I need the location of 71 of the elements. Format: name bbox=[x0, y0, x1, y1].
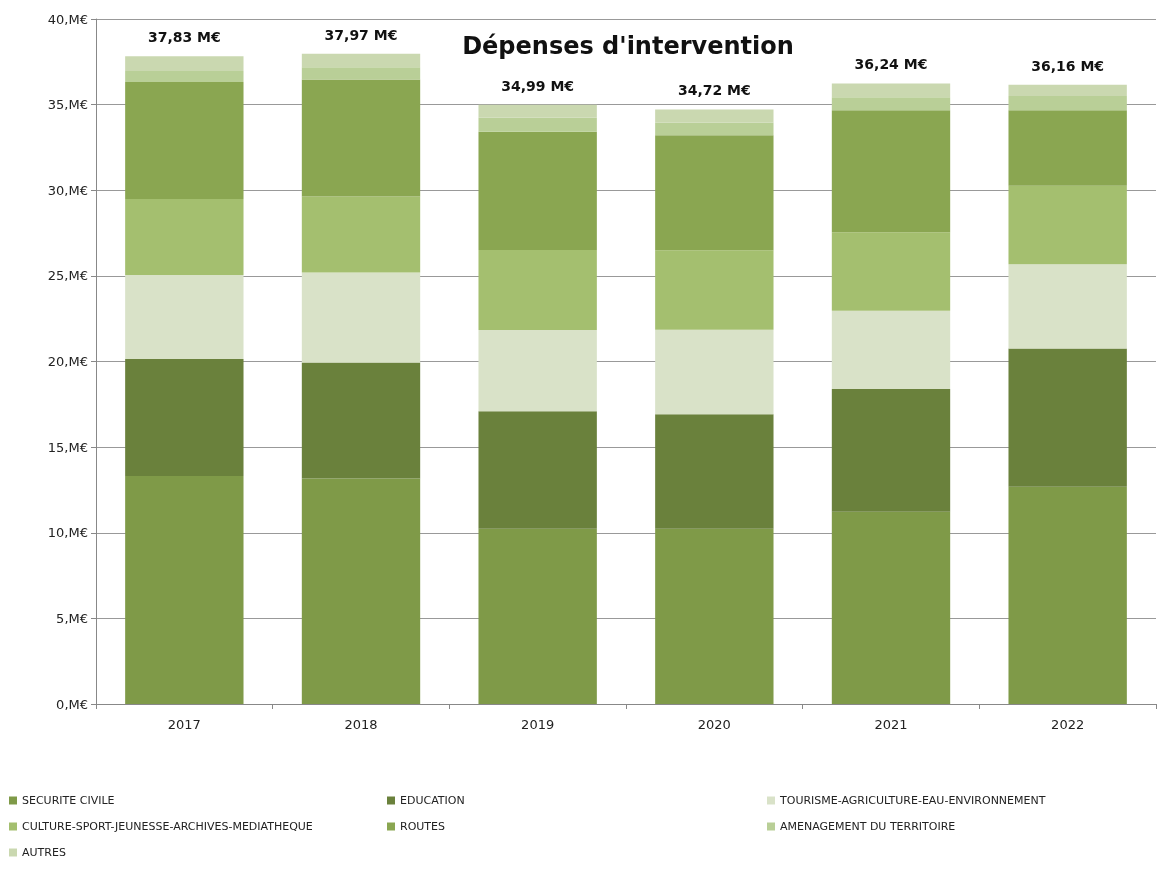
bar bbox=[1008, 185, 1127, 265]
bar bbox=[831, 511, 951, 704]
bar bbox=[655, 135, 774, 251]
bar bbox=[831, 110, 951, 233]
bar bbox=[301, 67, 421, 80]
bar bbox=[478, 117, 597, 132]
y-tick-label: 20,M€ bbox=[47, 354, 88, 369]
y-tick-label: 15,M€ bbox=[47, 439, 88, 455]
y-tick-label: 30,M€ bbox=[47, 182, 88, 198]
x-tick-label: 2020 bbox=[697, 717, 731, 732]
x-tick-label: 2019 bbox=[521, 717, 555, 732]
bar bbox=[125, 275, 244, 359]
bar bbox=[301, 272, 421, 363]
total-label: 36,16 M€ bbox=[1031, 57, 1105, 74]
bar bbox=[655, 329, 774, 415]
legend-label: ROUTES bbox=[400, 820, 446, 833]
bar bbox=[1008, 264, 1127, 349]
y-tick-label: 25,M€ bbox=[47, 268, 88, 284]
legend-label: TOURISME-AGRICULTURE-EAU-ENVIRONNEMENT bbox=[779, 794, 1046, 807]
bar bbox=[1008, 348, 1127, 487]
y-tick-label: 35,M€ bbox=[47, 97, 88, 113]
legend-label: SECURITE CIVILE bbox=[22, 794, 115, 807]
total-label: 37,97 M€ bbox=[324, 26, 398, 43]
bar bbox=[478, 528, 597, 704]
legend-label: AMENAGEMENT DU TERRITOIRE bbox=[780, 820, 956, 833]
bar bbox=[301, 196, 421, 273]
bar bbox=[125, 71, 244, 83]
bar bbox=[655, 250, 774, 330]
bar bbox=[831, 389, 951, 512]
bar bbox=[655, 122, 774, 136]
y-tick-label: 10,M€ bbox=[47, 525, 88, 541]
bar bbox=[831, 97, 951, 111]
bar bbox=[478, 411, 597, 529]
bar bbox=[125, 82, 244, 199]
y-tick-label: 5,M€ bbox=[56, 610, 88, 626]
legend-label: AUTRES bbox=[22, 846, 66, 859]
bar bbox=[125, 56, 244, 72]
y-tick-label: 40,M€ bbox=[47, 11, 88, 27]
total-label: 34,99 M€ bbox=[501, 77, 575, 94]
bar bbox=[301, 53, 421, 68]
bar bbox=[1008, 110, 1127, 186]
legend-label: CULTURE-SPORT-JEUNESSE-ARCHIVES-MEDIATHEQUE bbox=[22, 820, 313, 833]
text: Dépenses d'intervention bbox=[462, 32, 794, 60]
bar bbox=[655, 414, 774, 529]
total-label: 37,83 M€ bbox=[147, 29, 221, 46]
bar bbox=[655, 109, 774, 123]
y-tick-label: 0,M€ bbox=[56, 696, 88, 712]
bar bbox=[655, 528, 774, 704]
bar bbox=[1008, 486, 1127, 704]
x-tick-label: 2022 bbox=[1051, 717, 1085, 732]
x-tick-label: 2017 bbox=[167, 717, 201, 732]
x-tick-label: 2021 bbox=[874, 717, 908, 732]
bar bbox=[125, 198, 244, 276]
legend-label: EDUCATION bbox=[400, 794, 465, 807]
bar bbox=[125, 358, 244, 477]
bar bbox=[831, 310, 951, 390]
bar bbox=[831, 83, 951, 98]
total-label: 34,72 M€ bbox=[677, 82, 751, 99]
bar bbox=[478, 250, 597, 330]
bar bbox=[478, 104, 597, 118]
x-tick-label: 2018 bbox=[344, 717, 378, 732]
bar bbox=[478, 329, 597, 412]
bar bbox=[301, 478, 421, 704]
bar bbox=[1008, 84, 1127, 96]
bar bbox=[478, 131, 597, 251]
bar bbox=[125, 476, 244, 704]
bar bbox=[831, 232, 951, 311]
bar bbox=[301, 362, 421, 479]
total-label: 36,24 M€ bbox=[854, 56, 928, 73]
bar bbox=[301, 79, 421, 197]
bar bbox=[1008, 95, 1127, 111]
